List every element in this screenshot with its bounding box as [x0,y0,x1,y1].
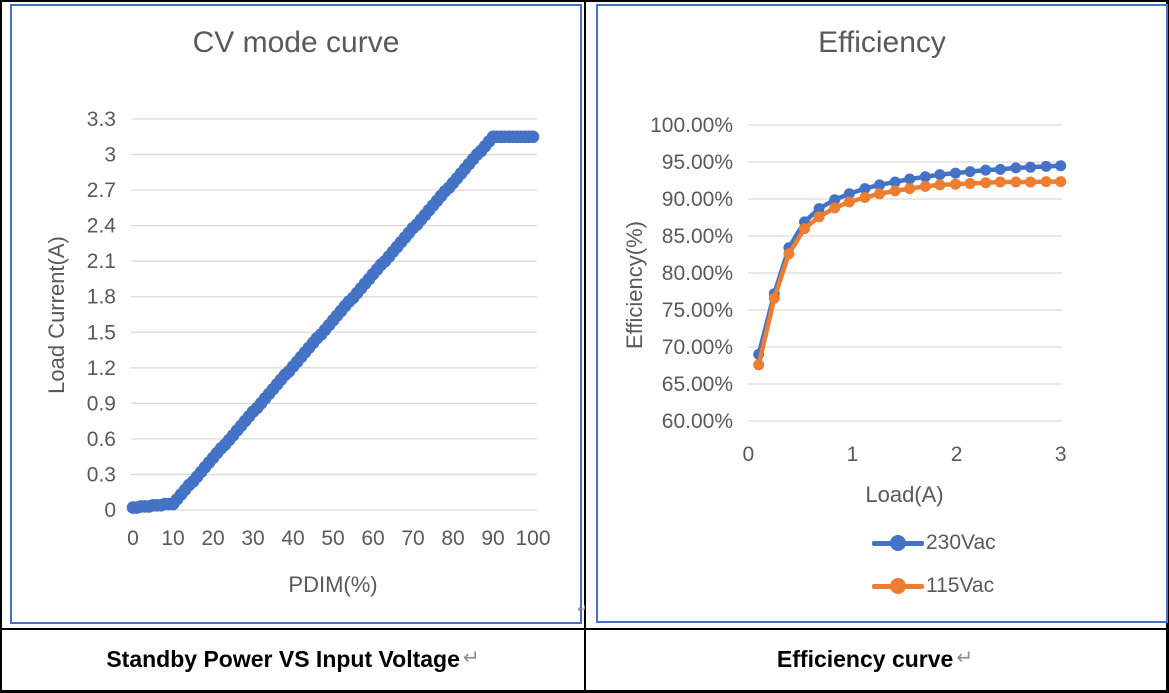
svg-text:60.00%: 60.00% [662,410,733,433]
svg-text:2.4: 2.4 [87,215,117,238]
right-caption-cell: Efficiency curve ↵ [586,630,1164,689]
table-border-left [0,0,2,693]
svg-text:20: 20 [201,527,224,550]
svg-text:100: 100 [515,527,550,550]
svg-text:50: 50 [321,527,344,550]
svg-text:85.00%: 85.00% [662,225,733,248]
svg-text:0.3: 0.3 [87,463,116,486]
cv-chart-x-axis-title: PDIM(%) [288,572,378,597]
left-caption-return-mark: ↵ [462,644,480,669]
svg-text:80.00%: 80.00% [662,262,733,285]
right-caption-text: Efficiency curve [776,646,954,672]
right-caption-return-mark: ↵ [956,644,974,669]
svg-text:3: 3 [104,144,116,167]
caption-row-border [0,628,1169,630]
legend-label-230vac: 230Vac [926,531,996,554]
legend-entry-230vac: 230Vac [872,531,996,555]
svg-text:1.8: 1.8 [87,286,116,309]
legend-label-115vac: 115Vac [926,574,995,597]
legend-dot-230vac [890,535,906,551]
svg-text:10: 10 [161,527,184,550]
left-caption-text: Standby Power VS Input Voltage [106,646,460,672]
legend-line-marker-230vac [872,535,924,551]
object-return-mark: ↵ [577,602,588,616]
svg-text:30: 30 [241,527,264,550]
efficiency-chart-plot-area: 100.00% 95.00% 90.00% 85.00% 80.00% 75.00% 70.… [650,114,1067,466]
left-caption-cell: Standby Power VS Input Voltage ↵ [2,630,584,689]
svg-text:1.5: 1.5 [87,321,116,344]
svg-text:1: 1 [847,443,859,466]
svg-text:0: 0 [742,443,754,466]
svg-text:3.3: 3.3 [87,108,116,131]
table-divider-vertical [584,0,586,693]
efficiency-chart-title: Efficiency [818,26,946,59]
svg-text:65.00%: 65.00% [662,373,733,396]
svg-text:2.1: 2.1 [87,250,116,273]
cv-chart-plot-area: 3.3 3 2.7 2.4 2.1 1.8 1.5 1.2 0.9 0.6 0.3 00 10 20 30 4… [87,108,551,550]
svg-text:80: 80 [441,527,464,550]
svg-text:70: 70 [401,527,424,550]
svg-text:2: 2 [951,443,963,466]
efficiency-chart-x-axis-title: Load(A) [865,482,944,507]
efficiency-chart: Efficiency Efficiency(%) Load(A) 100.00%… [596,4,1168,623]
svg-text:100.00%: 100.00% [650,114,733,137]
svg-text:90: 90 [481,527,504,550]
legend-line-marker-115vac [872,578,924,594]
svg-text:70.00%: 70.00% [662,336,733,359]
svg-text:40: 40 [281,527,304,550]
cv-mode-chart: CV mode curve Load Current(A) PDIM(%) 3.… [10,4,582,624]
svg-text:3: 3 [1055,443,1067,466]
svg-text:90.00%: 90.00% [662,188,733,211]
svg-text:95.00%: 95.00% [662,151,733,174]
svg-text:0: 0 [127,527,139,550]
svg-text:0.6: 0.6 [87,428,116,451]
svg-text:60: 60 [361,527,384,550]
cv-chart-title: CV mode curve [192,26,400,59]
svg-text:0: 0 [104,499,116,522]
svg-text:1.2: 1.2 [87,357,116,380]
svg-text:75.00%: 75.00% [662,299,733,322]
legend-dot-115vac [890,578,906,594]
svg-text:2.7: 2.7 [87,179,116,202]
legend-entry-115vac: 115Vac [872,574,994,598]
svg-text:0.9: 0.9 [87,392,116,415]
